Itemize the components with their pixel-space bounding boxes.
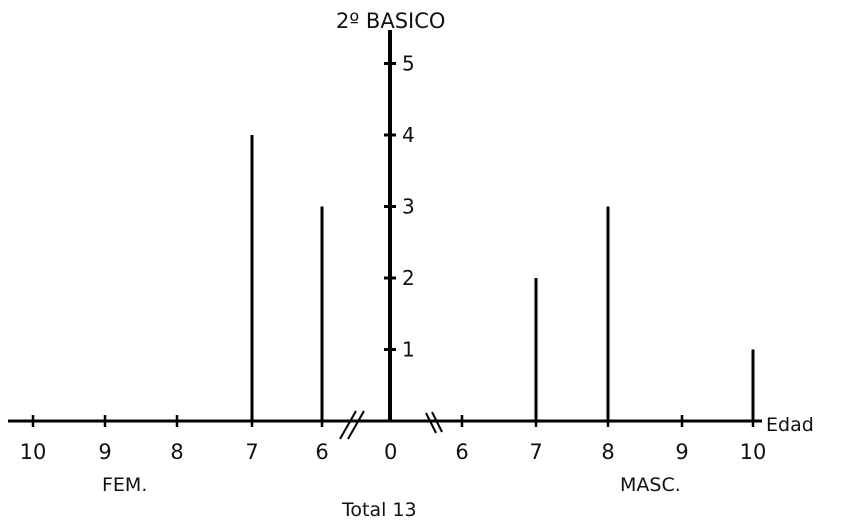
axis-break-right	[425, 411, 443, 434]
y-tick-label-4: 4	[402, 123, 415, 147]
female-group-label: FEM.	[102, 474, 147, 496]
chart-marks: 1 2 3 4 5 10 9 8 7 6 6 7 8 9 10	[20, 52, 767, 465]
male-group-label: MASC.	[620, 474, 681, 496]
male-x-tick-label-7: 7	[529, 440, 542, 464]
female-x-tick-label-8: 8	[170, 440, 183, 464]
male-x-tick-label-8: 8	[601, 440, 614, 464]
y-tick-label-3: 3	[402, 195, 415, 219]
center-tick-label: 0	[384, 440, 397, 464]
x-axis-label: Edad	[766, 414, 814, 436]
male-x-tick-label-9: 9	[675, 440, 688, 464]
female-x-tick-label-7: 7	[245, 440, 258, 464]
chart-title: 2º BASICO	[336, 9, 445, 33]
male-x-tick-label-10: 10	[740, 440, 767, 464]
axis-break-left	[339, 410, 365, 440]
y-tick-label-5: 5	[402, 52, 415, 76]
y-tick-label-1: 1	[402, 338, 415, 362]
female-x-tick-label-9: 9	[98, 440, 111, 464]
male-x-tick-label-6: 6	[455, 440, 468, 464]
female-x-tick-label-6: 6	[315, 440, 328, 464]
female-x-tick-label-10: 10	[20, 440, 47, 464]
total-label: Total 13	[341, 499, 417, 521]
y-tick-label-2: 2	[402, 266, 415, 290]
